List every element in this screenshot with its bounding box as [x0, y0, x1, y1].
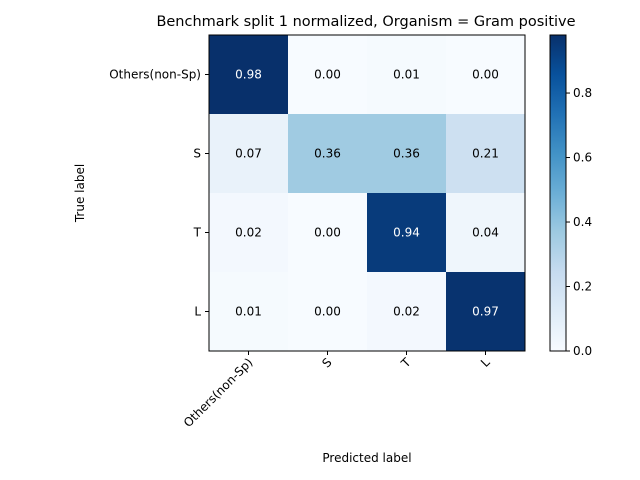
heatmap-cell: [446, 272, 525, 351]
cell-value-label: 0.36: [314, 147, 341, 161]
cell-value-label: 0.01: [393, 68, 420, 82]
cell-value-label: 0.07: [235, 147, 262, 161]
cell-value-label: 0.00: [314, 226, 341, 240]
y-axis-label: True label: [73, 164, 87, 223]
chart-title: Benchmark split 1 normalized, Organism =…: [156, 14, 575, 30]
cell-value-label: 0.00: [472, 68, 499, 82]
heatmap-cell: [446, 114, 525, 193]
x-axis-ticks: Others(non-Sp) S T L: [181, 351, 493, 430]
heatmap-cell: [209, 193, 288, 272]
heatmap-cell: [209, 114, 288, 193]
heatmap-cell: [209, 272, 288, 351]
cell-value-label: 0.00: [314, 305, 341, 319]
cell-value-label: 0.00: [314, 68, 341, 82]
x-tick-label: S: [319, 355, 334, 370]
y-axis-ticks: Others(non-Sp) S T L: [109, 68, 209, 319]
cell-value-label: 0.01: [235, 305, 262, 319]
colorbar: 0.0 0.2 0.4 0.6 0.8: [549, 34, 592, 358]
heatmap-cell: [446, 193, 525, 272]
heatmap-cell: [288, 114, 367, 193]
y-tick-label: L: [194, 305, 201, 319]
cell-value-label: 0.98: [235, 68, 262, 82]
heatmap-cell: [367, 114, 446, 193]
cell-value-label: 0.04: [472, 226, 499, 240]
cell-value-label: 0.94: [393, 226, 420, 240]
heatmap-cell: [367, 35, 446, 114]
colorbar-tick-label: 0.2: [573, 280, 592, 294]
heatmap-cell: [288, 272, 367, 351]
cell-value-label: 0.02: [393, 305, 420, 319]
cell-value-label: 0.36: [393, 147, 420, 161]
heatmap-cell: [367, 272, 446, 351]
colorbar-tick-label: 0.4: [573, 215, 592, 229]
x-tick-label: T: [398, 355, 414, 371]
x-axis-label: Predicted label: [322, 451, 411, 465]
heatmap-cell: [367, 193, 446, 272]
heatmap-cell: [446, 35, 525, 114]
y-tick-label: T: [193, 226, 202, 240]
y-tick-label: S: [193, 147, 201, 161]
x-tick-label: Others(non-Sp): [181, 355, 256, 430]
heatmap-cell: [288, 35, 367, 114]
heatmap-cell: [209, 35, 288, 114]
colorbar-tick-label: 0.8: [573, 86, 592, 100]
heatmap-cell: [288, 193, 367, 272]
colorbar-tick-label: 0.6: [573, 151, 592, 165]
y-tick-label: Others(non-Sp): [109, 68, 201, 82]
heatmap-cells: 0.98 0.00 0.01 0.00 0.07 0.36 0.36 0.21 0.02 0.00…: [209, 35, 525, 351]
colorbar-gradient: [549, 34, 567, 352]
colorbar-ticks: 0.0 0.2 0.4 0.6 0.8: [566, 86, 592, 358]
x-tick-label: L: [478, 355, 493, 370]
cell-value-label: 0.97: [472, 305, 499, 319]
cell-value-label: 0.02: [235, 226, 262, 240]
colorbar-tick-label: 0.0: [573, 344, 592, 358]
plot-frame: [208, 34, 526, 352]
cell-value-label: 0.21: [472, 147, 499, 161]
